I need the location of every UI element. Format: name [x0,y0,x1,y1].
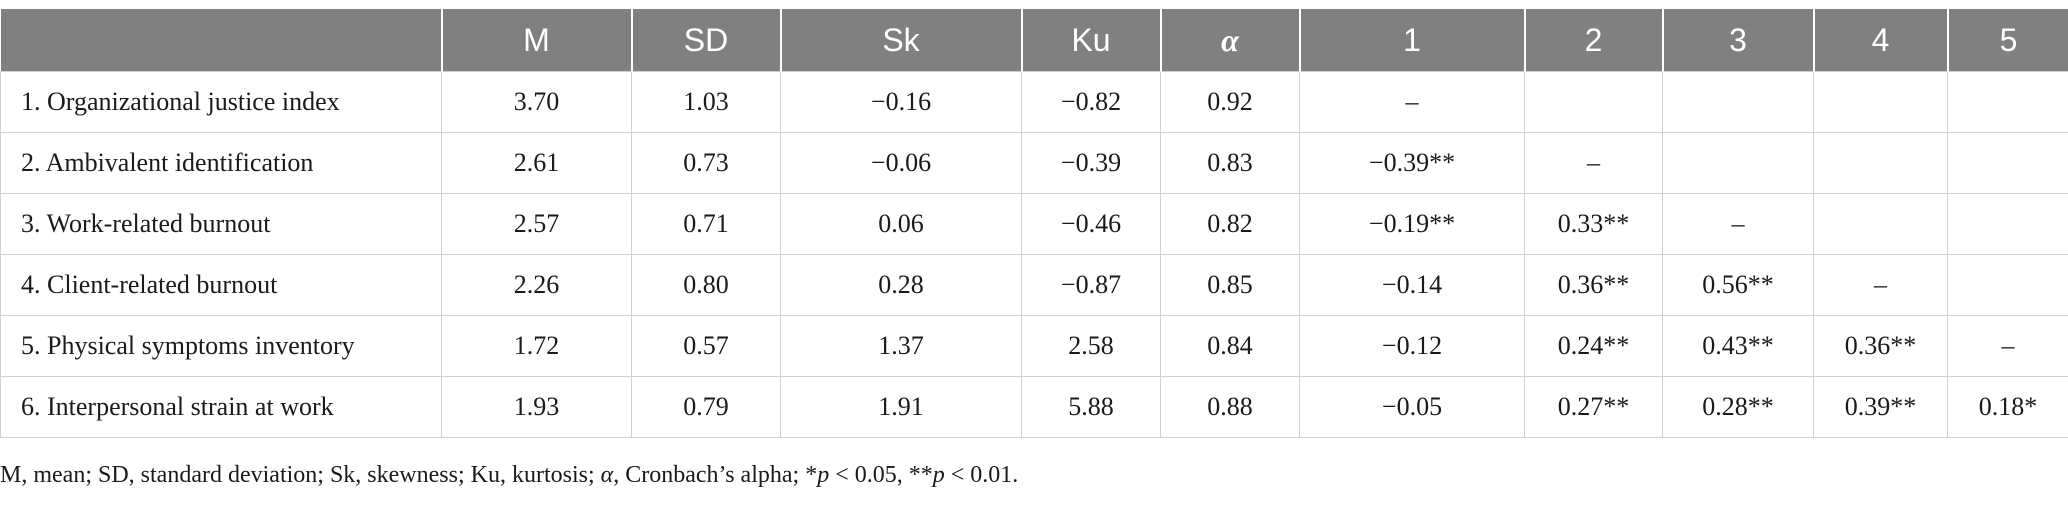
header-cell-4: 4 [1813,9,1949,72]
cell-alpha: 0.84 [1160,315,1300,377]
cell-ku: −0.82 [1021,71,1161,133]
cell-sd: 0.71 [631,193,781,255]
cell-sk: 0.06 [780,193,1022,255]
header-cell-1: 1 [1299,9,1526,72]
cell-alpha: 0.88 [1160,376,1300,438]
header-cell-2: 2 [1524,9,1664,72]
cell-corr-1: −0.14 [1299,254,1525,316]
cell-corr-5: – [1947,315,2068,377]
footnote-p05: < 0.05, ** [829,462,933,488]
cell-m: 2.57 [441,193,632,255]
cell-corr-5 [1947,254,2068,316]
cell-corr-3: 0.28** [1662,376,1814,438]
cell-sd: 1.03 [631,71,781,133]
cell-corr-4: 0.39** [1813,376,1948,438]
header-cell-sk: Sk [780,9,1023,72]
row-label: 5. Physical symptoms inventory [0,315,442,377]
header-cell-label [0,9,443,72]
footnote-alpha-symbol: α [600,462,614,488]
row-label: 6. Interpersonal strain at work [0,376,442,438]
table-row: 2. Ambivalent identification 2.61 0.73 −… [0,132,2068,194]
cell-sk: −0.16 [780,71,1022,133]
table-row: 5. Physical symptoms inventory 1.72 0.57… [0,315,2068,377]
row-label: 3. Work-related burnout [0,193,442,255]
cell-corr-2: – [1524,132,1663,194]
cell-ku: −0.46 [1021,193,1161,255]
cell-ku: −0.39 [1021,132,1161,194]
cell-corr-1: −0.12 [1299,315,1525,377]
header-row: M SD Sk Ku α 1 2 3 4 5 [0,9,2068,72]
cell-sk: −0.06 [780,132,1022,194]
cell-alpha: 0.92 [1160,71,1300,133]
cell-corr-5 [1947,71,2068,133]
header-cell-sd: SD [631,9,782,72]
header-cell-ku: Ku [1021,9,1162,72]
cell-corr-3: 0.56** [1662,254,1814,316]
header-cell-5: 5 [1947,9,2068,72]
cell-corr-2: 0.24** [1524,315,1663,377]
cell-corr-3 [1662,71,1814,133]
cell-corr-2 [1524,71,1663,133]
cell-ku: 5.88 [1021,376,1161,438]
cell-sd: 0.57 [631,315,781,377]
cell-corr-4 [1813,193,1948,255]
header-cell-alpha: α [1160,9,1301,72]
footnote-abbreviations: M, mean; SD, standard deviation; Sk, ske… [0,462,601,488]
table-footnote: M, mean; SD, standard deviation; Sk, ske… [0,462,1018,489]
row-label: 2. Ambivalent identification [0,132,442,194]
table-row: 1. Organizational justice index 3.70 1.0… [0,71,2068,133]
cell-m: 1.72 [441,315,632,377]
cell-corr-5 [1947,193,2068,255]
cell-sk: 1.37 [780,315,1022,377]
row-label: 4. Client-related burnout [0,254,442,316]
cell-corr-1: −0.19** [1299,193,1525,255]
cell-corr-2: 0.36** [1524,254,1663,316]
cell-m: 3.70 [441,71,632,133]
cell-alpha: 0.85 [1160,254,1300,316]
cell-corr-3: – [1662,193,1814,255]
footnote-p-symbol: p [932,462,945,488]
cell-corr-1: – [1299,71,1525,133]
cell-corr-4 [1813,71,1948,133]
cell-sd: 0.80 [631,254,781,316]
cell-corr-5 [1947,132,2068,194]
cell-m: 1.93 [441,376,632,438]
cell-corr-2: 0.33** [1524,193,1663,255]
cell-corr-4 [1813,132,1948,194]
footnote-alpha-text: , Cronbach’s alpha; * [613,462,818,488]
header-cell-3: 3 [1662,9,1815,72]
cell-m: 2.61 [441,132,632,194]
cell-corr-4: 0.36** [1813,315,1948,377]
cell-alpha: 0.83 [1160,132,1300,194]
cell-sk: 1.91 [780,376,1022,438]
cell-ku: 2.58 [1021,315,1161,377]
cell-sk: 0.28 [780,254,1022,316]
header-cell-m: M [441,9,633,72]
cell-m: 2.26 [441,254,632,316]
table-row: 6. Interpersonal strain at work 1.93 0.7… [0,376,2068,438]
cell-ku: −0.87 [1021,254,1161,316]
footnote-p-symbol: p [817,462,830,488]
cell-corr-2: 0.27** [1524,376,1663,438]
cell-corr-4: – [1813,254,1948,316]
table-row: 3. Work-related burnout 2.57 0.71 0.06 −… [0,193,2068,255]
cell-alpha: 0.82 [1160,193,1300,255]
cell-sd: 0.79 [631,376,781,438]
cell-corr-5: 0.18* [1947,376,2068,438]
footnote-p01: < 0.01. [944,462,1019,488]
row-label: 1. Organizational justice index [0,71,442,133]
statistics-table: M SD Sk Ku α 1 2 3 4 5 1. Organizational… [0,9,2068,438]
table-row: 4. Client-related burnout 2.26 0.80 0.28… [0,254,2068,316]
cell-corr-3: 0.43** [1662,315,1814,377]
cell-corr-1: −0.39** [1299,132,1525,194]
cell-corr-3 [1662,132,1814,194]
cell-sd: 0.73 [631,132,781,194]
cell-corr-1: −0.05 [1299,376,1525,438]
